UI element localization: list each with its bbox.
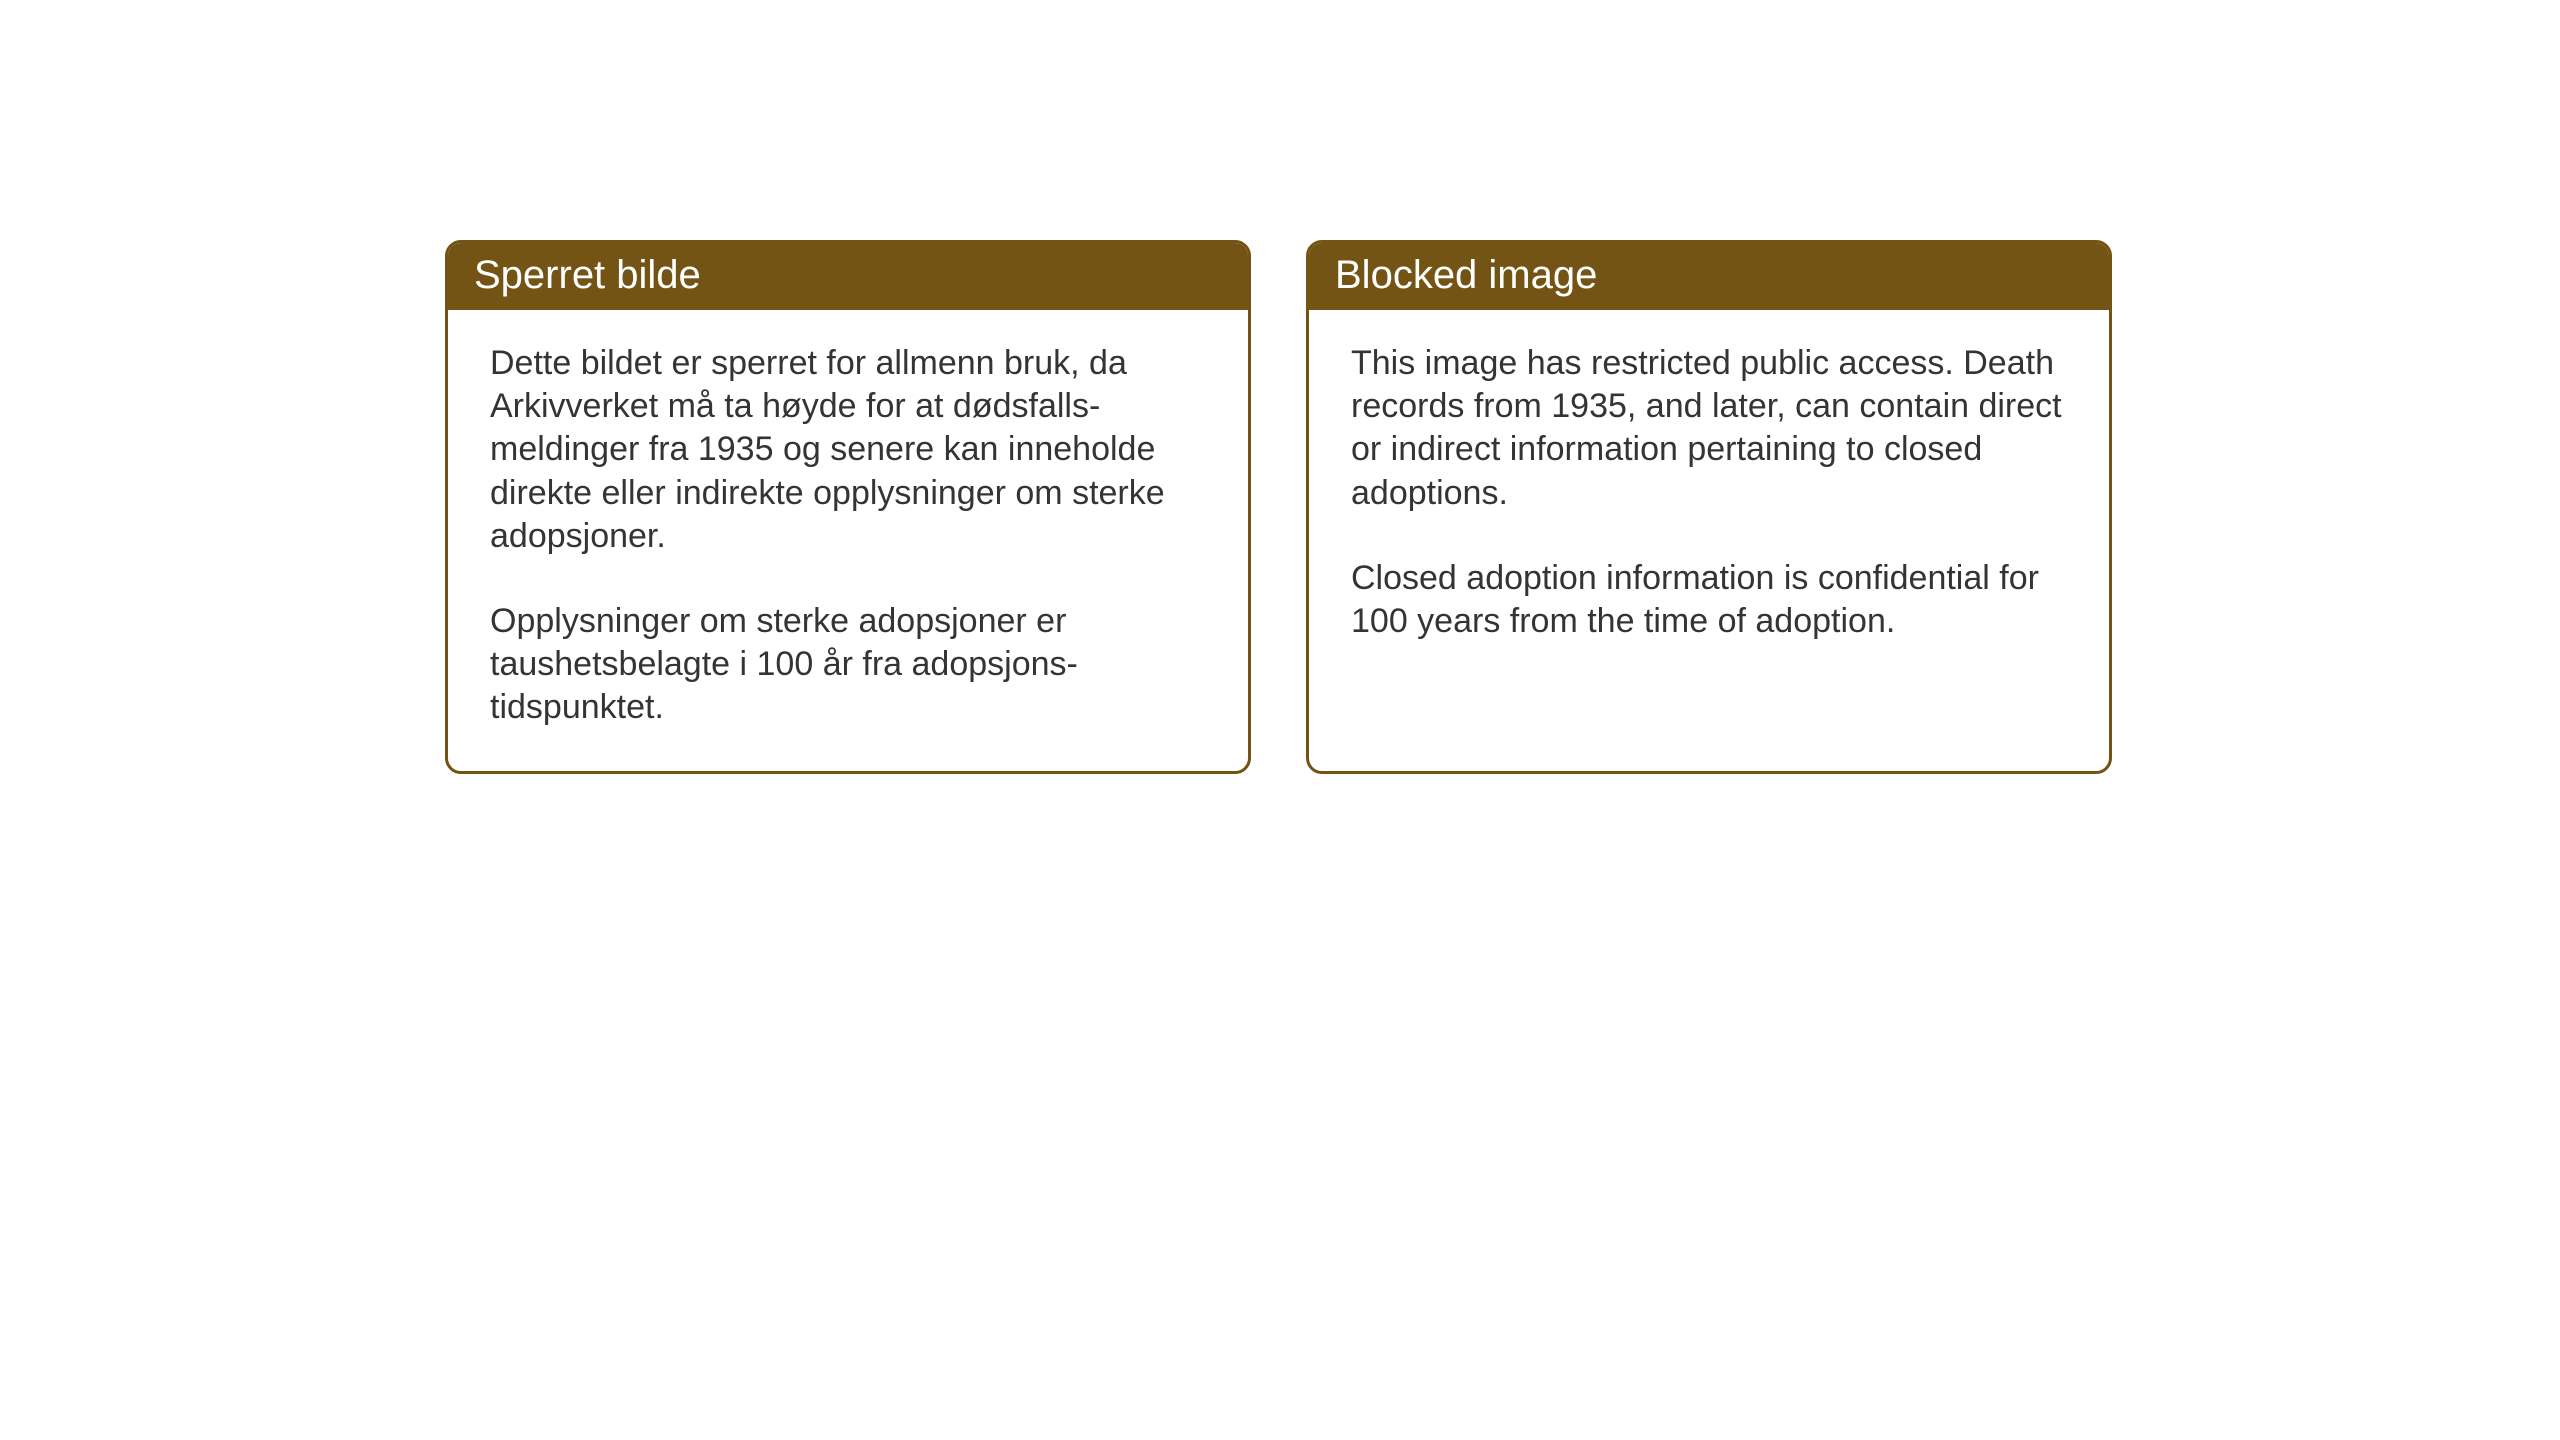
english-notice-card: Blocked image This image has restricted … xyxy=(1306,240,2112,774)
english-paragraph-2: Closed adoption information is confident… xyxy=(1351,557,2067,643)
english-card-body: This image has restricted public access.… xyxy=(1309,310,2109,685)
norwegian-notice-card: Sperret bilde Dette bildet er sperret fo… xyxy=(445,240,1251,774)
norwegian-paragraph-2: Opplysninger om sterke adopsjoner er tau… xyxy=(490,600,1206,730)
notice-container: Sperret bilde Dette bildet er sperret fo… xyxy=(445,240,2112,774)
norwegian-paragraph-1: Dette bildet er sperret for allmenn bruk… xyxy=(490,342,1206,558)
norwegian-card-title: Sperret bilde xyxy=(448,243,1248,310)
norwegian-card-body: Dette bildet er sperret for allmenn bruk… xyxy=(448,310,1248,771)
english-card-title: Blocked image xyxy=(1309,243,2109,310)
english-paragraph-1: This image has restricted public access.… xyxy=(1351,342,2067,515)
